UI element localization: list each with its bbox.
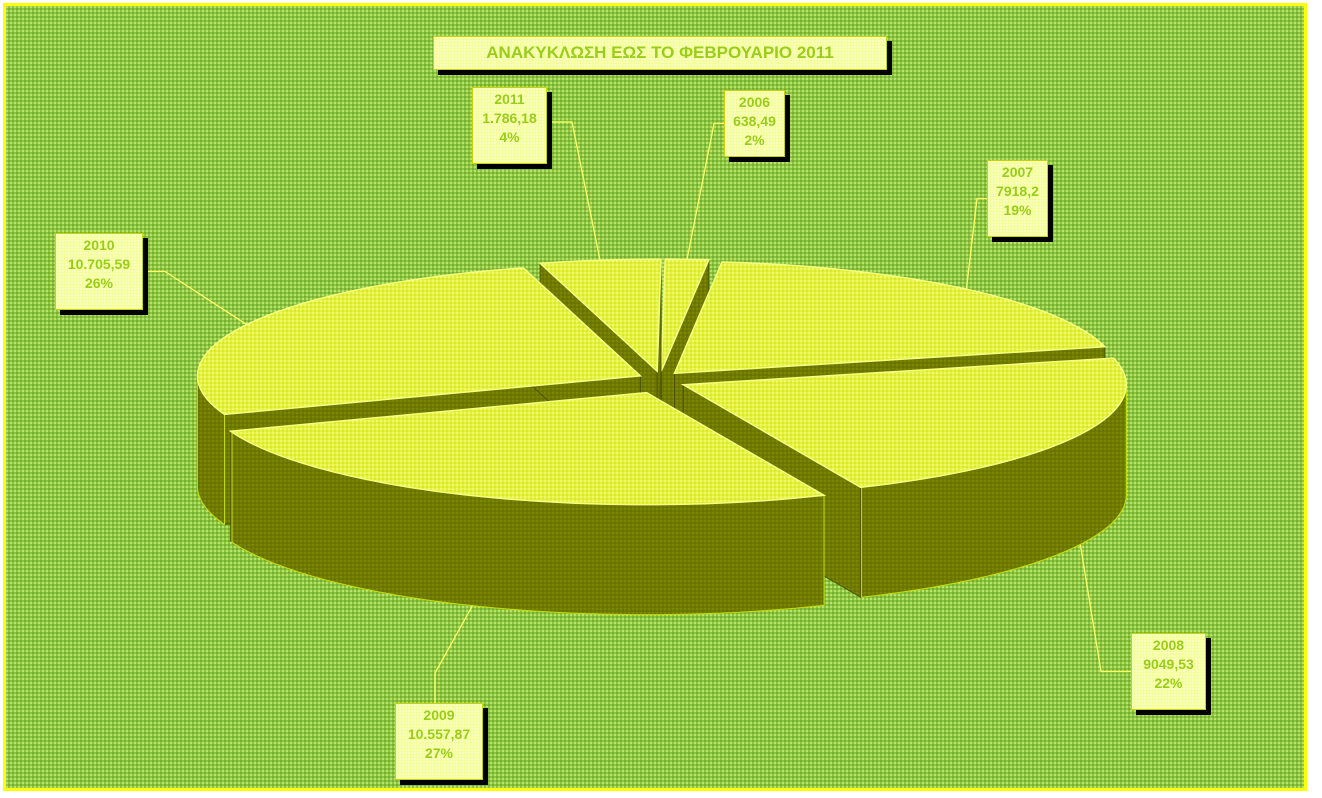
leader-line-2006 <box>686 122 724 260</box>
label-value: 7918,2 <box>996 183 1039 199</box>
leader-line-2007 <box>965 197 987 290</box>
slice-top <box>196 267 643 416</box>
data-label-2010: 2010 10.705,59 26% <box>55 233 143 310</box>
leader-line-2008 <box>1079 544 1131 673</box>
label-percent: 22% <box>1154 675 1183 691</box>
data-label-2009: 2009 10.557,87 27% <box>395 703 483 780</box>
data-label-2006: 2006 638,49 2% <box>724 90 785 157</box>
data-label-2007: 2007 7918,2 19% <box>987 160 1048 237</box>
label-value: 9049,53 <box>1143 656 1194 672</box>
label-year: 2007 <box>1001 164 1034 180</box>
slice-top <box>538 258 662 373</box>
label-value: 10.705,59 <box>67 256 131 272</box>
label-year: 2010 <box>83 237 115 253</box>
leader-line-2010 <box>143 270 248 326</box>
label-year: 2009 <box>423 707 455 723</box>
pie-slice-2009 <box>228 391 827 616</box>
slice-top <box>680 357 1127 489</box>
chart-title: ΑΝΑΚΥΚΛΩΣΗ ΕΩΣ ΤΟ ΦΕΒΡΟΥΑΡΙΟ 2011 <box>433 36 887 70</box>
label-value: 638,49 <box>733 113 776 129</box>
data-label-2011: 2011 1.786,18 4% <box>472 87 547 164</box>
label-percent: 26% <box>84 275 114 291</box>
slice-top <box>228 391 827 506</box>
label-year: 2008 <box>1152 637 1185 653</box>
data-label-2008: 2008 9049,53 22% <box>1131 633 1206 710</box>
label-percent: 27% <box>424 745 454 761</box>
label-percent: 19% <box>1003 202 1032 218</box>
label-value: 1.786,18 <box>482 110 537 126</box>
slice-top <box>660 258 710 372</box>
label-year: 2011 <box>494 91 525 107</box>
label-percent: 2% <box>744 132 765 148</box>
leader-line-2009 <box>434 605 474 703</box>
leader-line-2011 <box>547 121 601 261</box>
label-percent: 4% <box>499 129 520 145</box>
label-value: 10.557,87 <box>407 726 471 742</box>
label-year: 2006 <box>738 94 771 110</box>
slice-top <box>673 261 1107 375</box>
